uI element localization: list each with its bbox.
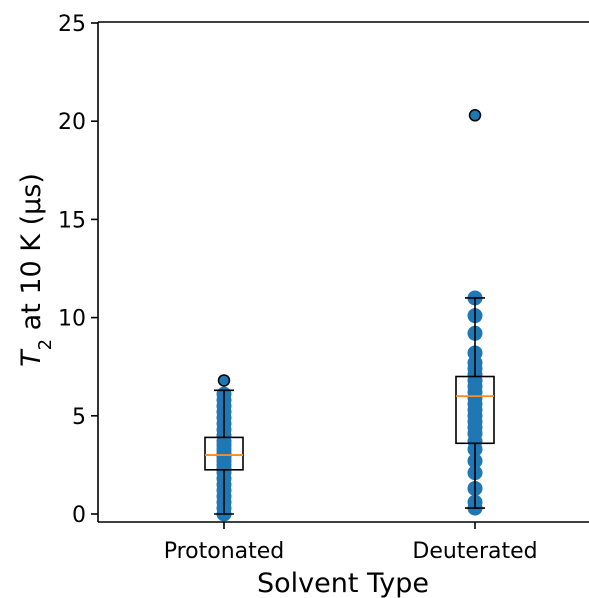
y-tick-label-15: 15 bbox=[58, 208, 86, 233]
box-deuterated bbox=[455, 375, 495, 445]
y-tick-label-25: 25 bbox=[58, 12, 86, 37]
y-axis-title-rest: at 10 K (μs) bbox=[16, 173, 47, 339]
y-axis-title: T2 at 10 K (μs) bbox=[16, 173, 56, 367]
boxes-group bbox=[204, 109, 495, 515]
y-tick-label-0: 0 bbox=[72, 503, 86, 528]
points-group bbox=[216, 290, 483, 522]
x-axis-title: Solvent Type bbox=[257, 568, 429, 598]
labels-group: Solvent Type T2 at 10 K (μs) bbox=[16, 173, 429, 598]
box-protonated bbox=[204, 436, 244, 471]
x-tick-label-protonated: Protonated bbox=[164, 539, 285, 564]
y-axis-title-main: T bbox=[16, 348, 47, 367]
outlier-protonated-0 bbox=[217, 374, 231, 387]
y-tick-label-20: 20 bbox=[58, 110, 86, 135]
y-axis-title-sub: 2 bbox=[35, 339, 56, 350]
y-tick-label-5: 5 bbox=[72, 405, 86, 430]
outlier-deuterated-0 bbox=[468, 109, 482, 122]
x-tick-label-deuterated: Deuterated bbox=[412, 539, 537, 564]
y-tick-label-10: 10 bbox=[58, 307, 86, 332]
axes-group: 0 5 10 15 20 25 Protonated Deuterated bbox=[58, 12, 589, 564]
